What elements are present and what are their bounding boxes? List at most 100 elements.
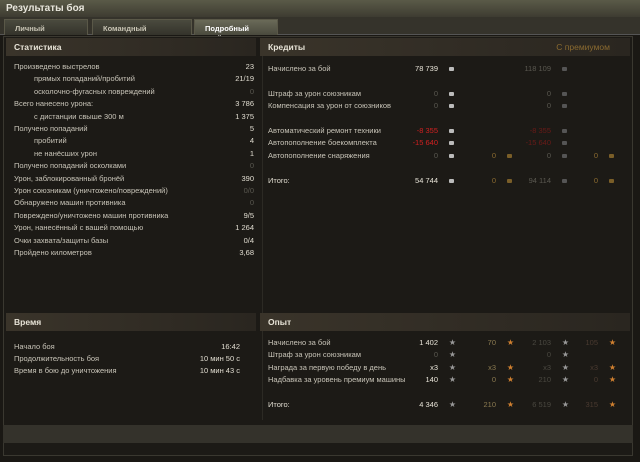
- credits-value: 0: [491, 151, 496, 160]
- tab-bar: Личный результат Командный результат Под…: [0, 17, 640, 42]
- credits-value: 0: [491, 176, 496, 185]
- credit-icon: [606, 151, 614, 160]
- credits-label: Штраф за урон союзникам: [268, 89, 362, 98]
- credit-icon: [559, 64, 567, 73]
- experience-star-icon: ★: [608, 363, 616, 372]
- experience-star-icon: ★: [561, 375, 569, 384]
- stat-row: Урон, заблокированный бронёй 390: [14, 174, 254, 186]
- stat-value: 1 375: [235, 112, 254, 121]
- credits-value: 0: [593, 176, 598, 185]
- stat-value: 1 264: [235, 223, 254, 232]
- divider: [262, 40, 263, 420]
- credit-coin-icon: [449, 67, 454, 72]
- stat-row: с дистанции свыше 300 м 1 375: [14, 112, 254, 124]
- credits-value: -8 355: [529, 126, 551, 135]
- experience-star-icon: ★: [561, 338, 569, 347]
- stat-label: Повреждено/уничтожено машин противника: [14, 211, 169, 220]
- credit-icon: [559, 151, 567, 160]
- experience-value: 0: [546, 350, 551, 359]
- time-row: Продолжительность боя 10 мин 50 с: [14, 354, 240, 366]
- stat-value: 3 786: [235, 99, 254, 108]
- experience-value: 4 346: [419, 400, 438, 409]
- credits-title: Кредиты: [268, 42, 306, 52]
- experience-value: 6 519: [532, 400, 551, 409]
- credit-coin-icon: [562, 67, 567, 72]
- tab-personal[interactable]: Личный результат: [4, 19, 88, 42]
- experience-label: Штраф за урон союзникам: [268, 350, 362, 359]
- credits-label: Автопополнение боекомплекта: [268, 138, 377, 147]
- stat-label: прямых попаданий/пробитий: [34, 74, 135, 83]
- experience-value: x3: [590, 363, 598, 372]
- experience-value: x3: [430, 363, 438, 372]
- stats-header: Статистика: [6, 38, 256, 56]
- credit-icon: [559, 176, 567, 185]
- stat-value: 23: [245, 62, 254, 71]
- credit-icon: [446, 138, 454, 147]
- credits-value: -15 640: [412, 138, 438, 147]
- experience-row: Надбавка за уровень премиум машины 140 ★ 0 ★…: [268, 375, 628, 387]
- results-panel: [3, 36, 633, 456]
- stat-row: прямых попаданий/пробитий 21/19: [14, 74, 254, 86]
- experience-label: Начислено за бой: [268, 338, 331, 347]
- credits-value: 0: [546, 151, 551, 160]
- credit-coin-icon: [449, 92, 454, 97]
- experience-value: 0: [433, 350, 438, 359]
- time-label: Продолжительность боя: [14, 354, 100, 363]
- stat-value: 4: [249, 136, 254, 145]
- credit-icon: [446, 101, 454, 110]
- credit-icon: [446, 151, 454, 160]
- credits-value: 0: [593, 151, 598, 160]
- stat-row: осколочно-фугасных повреждений 0: [14, 87, 254, 99]
- stat-row: Урон союзникам (уничтожено/повреждений) 0…: [14, 186, 254, 198]
- credits-header: Кредиты С премиумом: [260, 38, 630, 56]
- stat-value: 21/19: [235, 74, 254, 83]
- stat-label: Произведено выстрелов: [14, 62, 100, 71]
- tab-team[interactable]: Командный результат: [92, 19, 192, 42]
- stat-label: Урон, нанесённый с вашей помощью: [14, 223, 144, 232]
- tab-detailed[interactable]: Подробный отчёт: [194, 19, 278, 42]
- credit-coin-icon: [449, 179, 454, 184]
- credit-icon: [559, 89, 567, 98]
- stat-row: Очки захвата/защиты базы 0/4: [14, 236, 254, 248]
- experience-star-icon: ★: [448, 375, 456, 384]
- stat-row: не нанёсших урон 1: [14, 149, 254, 161]
- credits-row: Компенсация за урон от союзников 0 0: [268, 101, 628, 113]
- experience-row: Награда за первую победу в день x3 ★ x3 ★ x3 ★…: [268, 363, 628, 375]
- stat-label: Очки захвата/защиты базы: [14, 236, 109, 245]
- experience-star-icon: ★: [608, 400, 616, 409]
- credit-icon: [606, 176, 614, 185]
- credits-value: 0: [546, 101, 551, 110]
- credit-icon: [446, 64, 454, 73]
- credit-coin-icon: [562, 129, 567, 134]
- stat-row: Обнаружено машин противника 0: [14, 198, 254, 210]
- stat-value: 0: [249, 198, 254, 207]
- stat-row: Пройдено километров 3,68: [14, 248, 254, 260]
- credit-icon: [504, 151, 512, 160]
- premium-header: С премиумом: [556, 42, 610, 52]
- experience-star-icon: ★: [561, 363, 569, 372]
- credit-icon: [559, 101, 567, 110]
- experience-value: 1 402: [419, 338, 438, 347]
- credits-value: 0: [433, 151, 438, 160]
- experience-value: 210: [538, 375, 551, 384]
- credit-icon: [504, 176, 512, 185]
- experience-star-icon: ★: [448, 338, 456, 347]
- stat-row: Урон, нанесённый с вашей помощью 1 264: [14, 223, 254, 235]
- credit-coin-icon: [507, 154, 512, 159]
- experience-value: 140: [425, 375, 438, 384]
- credits-row: Автопополнение боекомплекта -15 640 -15 64…: [268, 138, 628, 150]
- experience-star-icon: ★: [608, 375, 616, 384]
- experience-star-icon: ★: [506, 338, 514, 347]
- experience-row: Штраф за урон союзникам 0 ★ 0 ★: [268, 350, 628, 362]
- credits-value: 118 109: [524, 64, 551, 73]
- stat-value: 1: [249, 149, 254, 158]
- experience-value: 105: [585, 338, 598, 347]
- time-label: Время в бою до уничтожения: [14, 366, 117, 375]
- experience-row: Итого: 4 346 ★ 210 ★ 6 519 ★ 315 ★: [268, 400, 628, 412]
- experience-star-icon: ★: [561, 400, 569, 409]
- window-title: Результаты боя: [6, 3, 85, 14]
- experience-value: 0: [593, 375, 598, 384]
- credit-coin-icon: [449, 141, 454, 146]
- credit-coin-icon: [449, 104, 454, 109]
- stat-row: Получено попаданий осколками 0: [14, 161, 254, 173]
